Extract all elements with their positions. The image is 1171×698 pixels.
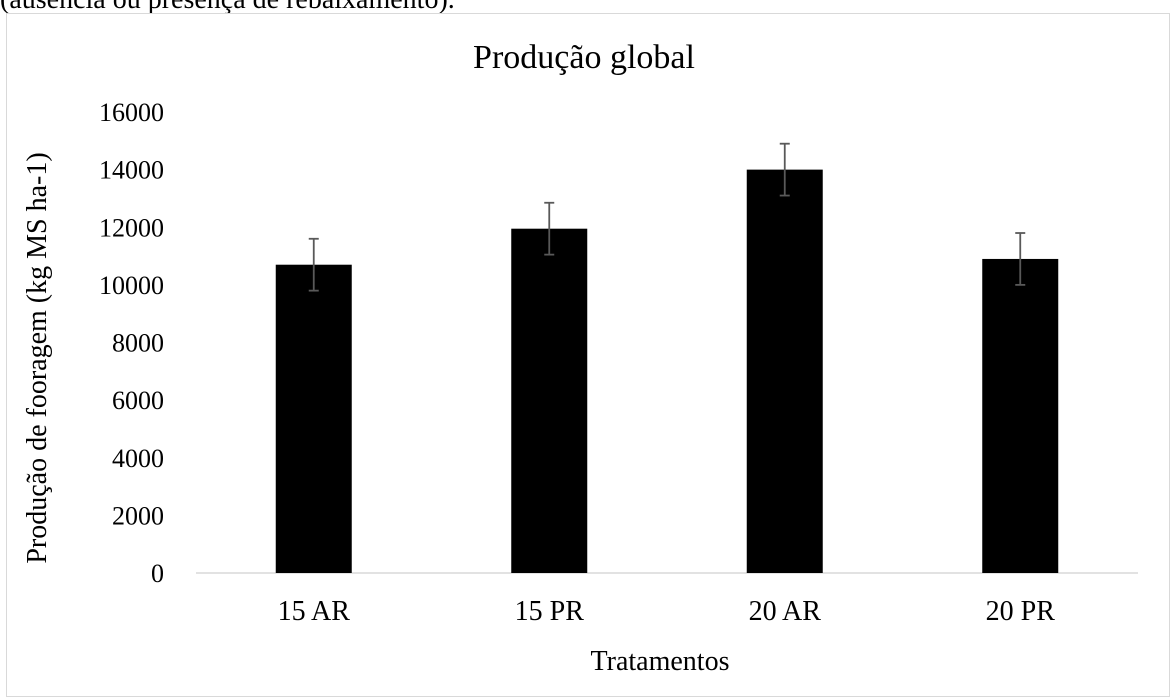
bar	[982, 258, 1059, 573]
bars-group	[275, 169, 1059, 574]
x-tick-label: 20 AR	[749, 596, 822, 627]
y-tick-label: 10000	[99, 271, 164, 300]
x-axis-ticks: 15 AR 15 PR 20 AR 20 PR	[278, 596, 1056, 627]
y-tick-label: 12000	[99, 213, 164, 242]
y-tick-label: 6000	[112, 386, 164, 415]
x-tick-label: 20 PR	[986, 596, 1056, 627]
chart-title: Produção global	[473, 39, 695, 76]
y-tick-label: 14000	[99, 156, 164, 185]
error-bars-group	[308, 142, 1026, 292]
figure-caption-fragment: (ausência ou presença de rebaixamento).	[0, 0, 455, 16]
y-tick-label: 4000	[112, 444, 164, 473]
y-tick-label: 2000	[112, 501, 164, 530]
x-tick-label: 15 AR	[278, 596, 351, 627]
y-tick-label: 0	[151, 559, 164, 588]
bar	[275, 264, 352, 573]
y-tick-label: 16000	[99, 98, 164, 127]
y-tick-label: 8000	[112, 329, 164, 358]
x-tick-label: 15 PR	[515, 596, 585, 627]
bar	[511, 228, 588, 574]
y-axis-label: Produção de fooragem (kg MS ha-1)	[22, 152, 53, 563]
y-axis-ticks: 0 2000 4000 6000 8000 10000 12000 14000 16000	[99, 98, 164, 588]
bar	[746, 169, 823, 573]
chart-area	[6, 13, 1170, 697]
x-axis-label: Tratamentos	[591, 646, 730, 677]
